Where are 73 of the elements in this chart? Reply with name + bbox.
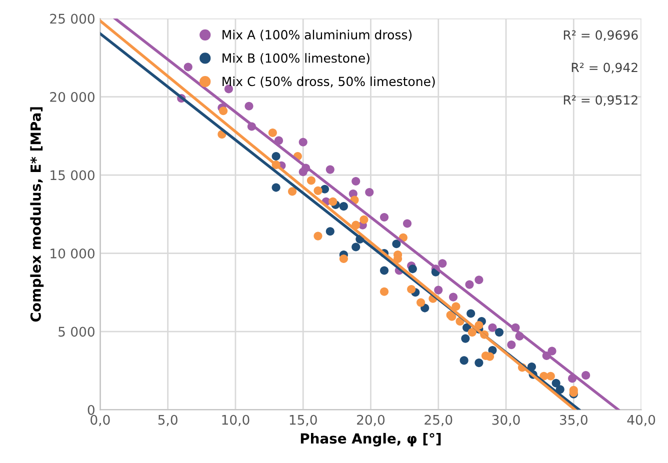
- point: [244, 102, 254, 110]
- point: [360, 215, 368, 224]
- point: [408, 264, 417, 274]
- point: [552, 378, 560, 388]
- point: [468, 328, 476, 337]
- point: [461, 334, 470, 343]
- point: [438, 259, 447, 268]
- point: [272, 152, 280, 161]
- point: [402, 219, 412, 228]
- point: [416, 298, 426, 307]
- point: [298, 168, 308, 176]
- point: [452, 302, 460, 311]
- point: [434, 286, 443, 294]
- y-tick-label: 25 000: [50, 14, 94, 24]
- x-tick-label: 15,0: [290, 414, 317, 426]
- annotation: R² = 0,9512: [564, 95, 638, 106]
- point: [339, 254, 348, 264]
- x-tick-label: 25,0: [424, 414, 452, 426]
- x-tick-label: 5,0: [158, 414, 178, 426]
- point: [474, 276, 484, 284]
- y-tick-label: 10 000: [50, 248, 94, 258]
- x-tick-label: 0,0: [90, 414, 110, 426]
- point: [474, 320, 484, 330]
- point: [298, 138, 308, 146]
- point: [365, 188, 374, 197]
- point: [407, 284, 416, 294]
- x-tick-label: 10,0: [222, 414, 250, 426]
- point: [314, 232, 322, 240]
- point: [380, 287, 389, 296]
- point: [380, 266, 389, 275]
- point: [339, 202, 348, 211]
- point: [494, 328, 504, 337]
- point: [488, 323, 497, 332]
- point: [328, 197, 338, 206]
- point: [352, 176, 360, 186]
- x-tick-label: 35,0: [560, 414, 588, 426]
- point: [314, 186, 322, 195]
- point: [548, 346, 556, 356]
- annotation: R² = 0,9696: [564, 30, 638, 42]
- point: [507, 340, 516, 350]
- x-tick-label: 30,0: [492, 414, 520, 426]
- point: [466, 309, 476, 318]
- point: [288, 187, 297, 196]
- annotation: R² = 0,942: [572, 62, 638, 74]
- point: [546, 372, 555, 380]
- point: [326, 227, 334, 236]
- legend-label: Mix B (100% limestone): [222, 53, 370, 64]
- point: [527, 362, 536, 371]
- y-tick-label: 0: [88, 404, 94, 415]
- x-tick-label: 40,0: [627, 414, 656, 426]
- point: [184, 62, 192, 72]
- x-tick-label: 20,0: [357, 414, 385, 426]
- point: [320, 184, 330, 194]
- y-tick-label: 20 000: [50, 92, 94, 102]
- point: [352, 242, 360, 252]
- point: [474, 358, 484, 368]
- point: [219, 106, 228, 116]
- point: [465, 280, 474, 289]
- point: [448, 292, 458, 302]
- x-axis-title: Phase Angle, φ [°]: [300, 432, 441, 446]
- point: [460, 356, 468, 365]
- point: [272, 183, 280, 192]
- point: [582, 371, 590, 380]
- point: [326, 165, 334, 174]
- point: [306, 176, 316, 185]
- y-tick-label: 15 000: [50, 170, 94, 180]
- point: [268, 128, 277, 138]
- y-axis-title: Complex modulus, E* [MPa]: [30, 107, 44, 322]
- point: [380, 212, 389, 222]
- legend-label: Mix A (100% aluminium dross): [222, 30, 412, 41]
- legend-label: Mix C (50% dross, 50% limestone): [222, 76, 435, 88]
- y-tick-label: 5 000: [58, 326, 94, 337]
- point: [392, 240, 401, 248]
